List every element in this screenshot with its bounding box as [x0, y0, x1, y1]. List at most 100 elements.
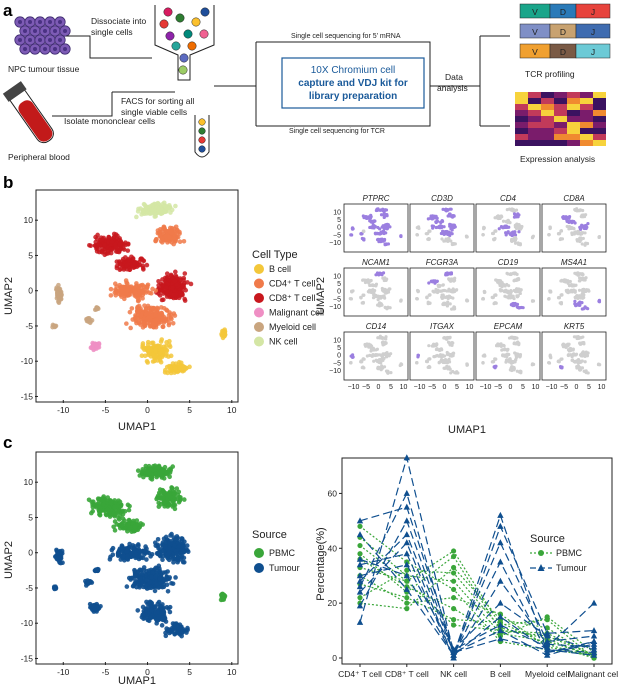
umap-source-point — [158, 491, 163, 496]
data-analysis-1: Data — [445, 72, 463, 82]
umap-point — [174, 282, 179, 287]
grid-x-tick: 10 — [532, 384, 540, 391]
gene-umap-point — [583, 278, 587, 282]
tube-cell — [198, 127, 206, 135]
umap-point — [181, 238, 187, 244]
heatmap-cell — [541, 104, 554, 110]
gene-umap-point — [573, 299, 577, 303]
umap-point — [117, 246, 123, 252]
gene-umap-point — [517, 306, 521, 310]
umap-point — [125, 248, 131, 253]
umap-point — [141, 284, 146, 289]
gene-umap-point — [448, 271, 452, 275]
umap-source-point — [109, 499, 114, 504]
grid-x-tick: 10 — [598, 384, 606, 391]
gene-umap-point — [513, 360, 517, 364]
source-legend-swatch — [254, 548, 264, 558]
umap-point — [168, 353, 174, 359]
gene-umap-point — [372, 359, 376, 363]
gene-umap-point — [576, 273, 580, 277]
vdj-segment — [575, 3, 611, 19]
x-tick-label: 5 — [187, 667, 192, 677]
gene-umap-point — [557, 296, 561, 300]
gene-umap-point — [582, 293, 586, 297]
umap-point — [122, 296, 127, 302]
grid-x-tick: 5 — [521, 384, 525, 391]
gene-umap-point — [370, 226, 374, 230]
heatmap-cell — [593, 140, 606, 146]
gene-umap-point — [564, 344, 568, 349]
gene-umap-point — [380, 272, 384, 276]
umap-point — [151, 352, 156, 357]
umap-source-point — [85, 578, 90, 583]
umap-point — [143, 311, 149, 317]
umap-source-point — [126, 545, 132, 550]
umap-source-point — [166, 549, 172, 555]
funnel-cell — [165, 31, 175, 41]
pct-point-pbmc — [451, 578, 457, 584]
funnel-cell — [175, 13, 185, 23]
gene-umap-point — [386, 242, 391, 246]
umap-point — [52, 323, 58, 329]
gene-umap-point — [581, 231, 585, 235]
y-tick-label: -15 — [21, 653, 34, 663]
gene-umap-point — [573, 271, 577, 275]
grid-y-tick: −10 — [329, 368, 341, 375]
umap-point — [160, 240, 165, 245]
umap-point — [168, 272, 174, 278]
grid-x-tick: 5 — [587, 384, 591, 391]
gene-umap-point — [369, 213, 373, 217]
funnel-cell — [191, 17, 201, 27]
pct-point-tumour — [497, 511, 504, 518]
gene-umap-point — [580, 242, 584, 246]
umap-point — [157, 234, 163, 239]
umap-point — [158, 359, 164, 365]
celltype-legend-label: Malignant cell — [269, 308, 324, 318]
gene-umap-point — [441, 296, 445, 300]
gene-umap-point — [372, 219, 377, 223]
umap-point — [155, 228, 161, 233]
umap-source-point — [160, 548, 166, 554]
gene-umap-point — [516, 287, 520, 291]
isolate-label: Isolate mononclear cells — [64, 116, 155, 126]
x-tick-label: -10 — [57, 667, 70, 677]
gene-umap-point — [449, 231, 453, 235]
gene-umap-point — [431, 344, 436, 348]
gene-umap-point — [568, 290, 572, 294]
gene-umap-point — [581, 276, 585, 280]
umap-point — [145, 284, 150, 290]
umap-source-point — [122, 509, 128, 514]
umap-source-point — [135, 468, 141, 473]
gene-umap-point — [399, 298, 403, 302]
gene-umap-point — [432, 290, 436, 294]
celltype-legend-swatch — [254, 336, 264, 347]
seq-mrna-label: Single cell sequencing for 5' mRNA — [291, 33, 401, 40]
umap-point — [164, 271, 170, 276]
umap-source-point — [150, 570, 156, 576]
umap-source-point — [173, 575, 178, 580]
gene-umap-point — [465, 362, 469, 366]
gene-umap-point — [388, 306, 392, 310]
gene-umap-point — [374, 273, 378, 277]
umap-b-xlabel: UMAP1 — [118, 421, 156, 433]
umap-source-point — [144, 568, 149, 574]
gene-umap-point — [416, 225, 421, 229]
gene-umap-point — [493, 365, 497, 369]
umap-point — [164, 318, 169, 324]
y-tick-label: 0 — [28, 548, 33, 558]
gene-umap-point — [445, 336, 449, 340]
gene-umap-point — [510, 231, 514, 235]
gene-umap-point — [383, 208, 387, 212]
heatmap-cell — [580, 116, 593, 122]
umap-point — [114, 263, 120, 269]
umap-source-point — [153, 574, 158, 580]
gene-umap-point — [465, 298, 469, 302]
heatmap-cell — [580, 128, 593, 134]
gene-umap-point — [453, 371, 457, 375]
gene-umap-point — [424, 359, 429, 364]
heatmap-cell — [528, 122, 541, 128]
heatmap-cell — [541, 92, 554, 98]
gene-umap-point — [568, 279, 572, 284]
gene-umap-point — [496, 342, 500, 347]
